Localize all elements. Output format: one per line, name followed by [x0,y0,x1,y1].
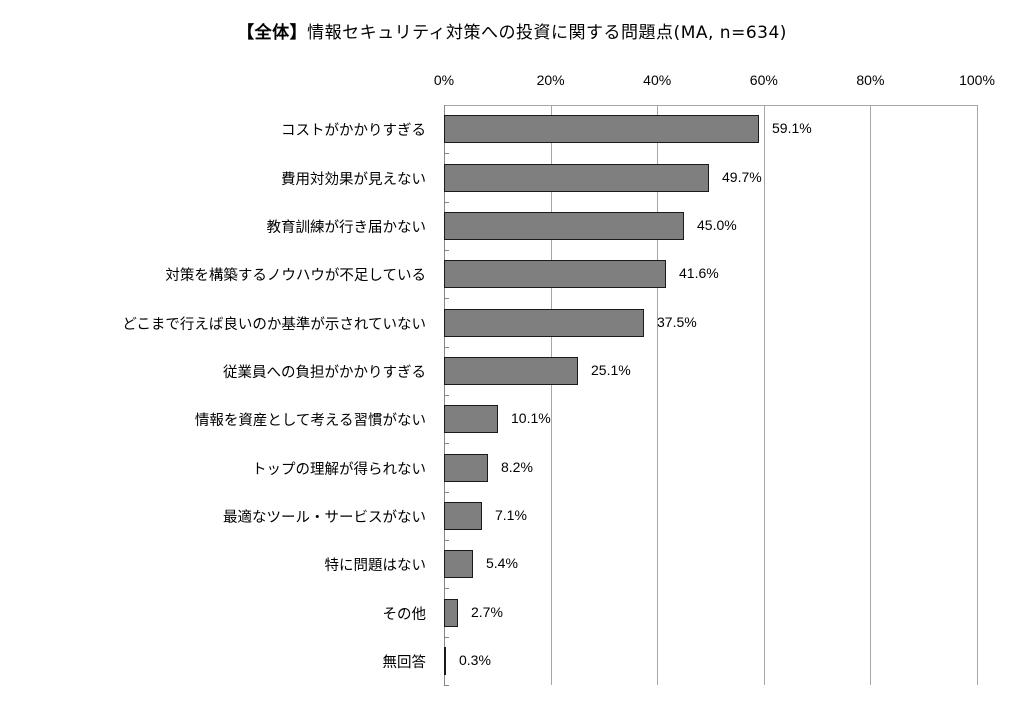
data-label: 49.7% [722,169,762,185]
chart-title-lead: 【全体】 [237,23,308,43]
y-tick [444,153,449,154]
bar [444,357,578,385]
data-label: 5.4% [486,555,518,571]
bar [444,550,473,578]
y-tick [444,588,449,589]
category-label: その他 [382,607,427,623]
bar [444,405,498,433]
data-label: 41.6% [679,265,719,281]
bar [444,309,644,337]
category-label: 従業員への負担がかかりすぎる [223,365,426,381]
gridline [977,105,978,685]
category-label: 無回答 [382,655,427,671]
plot-frame-top [444,105,977,106]
x-tick-label: 60% [749,72,778,88]
category-label: 教育訓練が行き届かない [266,220,427,236]
category-label: 対策を構築するノウハウが不足している [165,268,426,284]
gridline [657,105,658,685]
bar [444,647,446,675]
x-tick-label: 0% [433,72,455,88]
y-tick [444,347,449,348]
y-tick [444,492,449,493]
category-label: 最適なツール・サービスがない [223,510,426,526]
bar [444,502,482,530]
category-label: コストがかかりすぎる [281,123,426,139]
bar [444,212,684,240]
data-label: 7.1% [495,507,527,523]
x-tick-label: 20% [536,72,565,88]
category-label: 費用対効果が見えない [281,172,426,188]
data-label: 0.3% [459,652,491,668]
bar [444,454,488,482]
y-tick [444,685,449,686]
y-tick [444,298,449,299]
y-tick [444,395,449,396]
x-tick-label: 100% [959,72,995,88]
bar [444,115,759,143]
data-label: 8.2% [501,459,533,475]
plot-area: 59.1% 49.7% 45.0% 41.6% 37.5% 25.1% 10.1% 8.2% 7… [444,105,978,686]
y-tick [444,540,449,541]
category-label: どこまで行えば良いのか基準が示されていない [122,317,426,333]
data-label: 25.1% [591,362,631,378]
bar [444,164,709,192]
y-tick [444,637,449,638]
y-tick [444,202,449,203]
gridline [551,105,552,685]
data-label: 2.7% [471,604,503,620]
gridline [764,105,765,685]
data-label: 59.1% [772,120,812,136]
x-tick-label: 40% [643,72,672,88]
bar [444,260,666,288]
category-label: トップの理解が得られない [252,462,426,478]
category-label: 情報を資産として考える習慣がない [194,413,426,429]
data-label: 10.1% [511,410,551,426]
chart-title-text: 情報セキュリティ対策への投資に関する問題点(MA, n=634) [307,23,787,43]
bar [444,599,458,627]
chart-title: 【全体】情報セキュリティ対策への投資に関する問題点(MA, n=634) [0,18,1024,43]
data-label: 37.5% [657,314,697,330]
y-tick [444,443,449,444]
gridline [870,105,871,685]
data-label: 45.0% [697,217,737,233]
category-label: 特に問題はない [324,558,427,574]
x-tick-label: 80% [856,72,885,88]
y-tick [444,250,449,251]
